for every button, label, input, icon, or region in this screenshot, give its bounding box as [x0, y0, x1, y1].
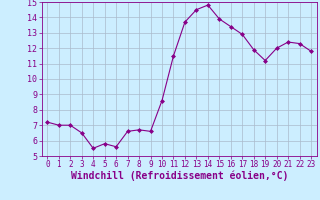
- X-axis label: Windchill (Refroidissement éolien,°C): Windchill (Refroidissement éolien,°C): [70, 171, 288, 181]
